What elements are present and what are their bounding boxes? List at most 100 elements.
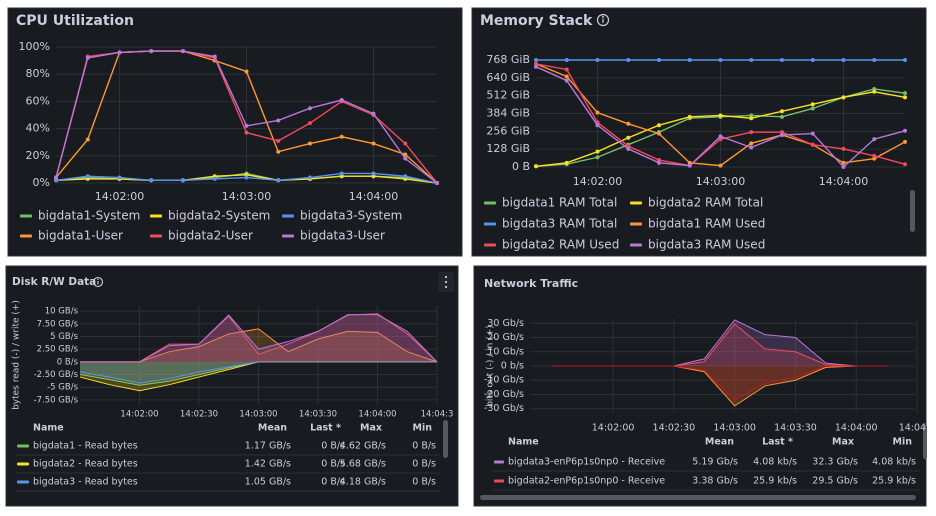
panel — [473, 265, 927, 507]
data-point — [308, 121, 312, 126]
legend-swatch — [494, 479, 504, 483]
legend-swatch — [630, 243, 642, 247]
table-header: Max — [360, 423, 382, 434]
legend-label: bigdata3 RAM Total — [502, 217, 617, 231]
data-point — [626, 58, 631, 62]
data-point — [595, 58, 600, 62]
info-icon[interactable] — [596, 13, 610, 27]
data-point — [244, 123, 249, 128]
table-cell: 25.9 kb/s — [753, 476, 797, 487]
y-tick-label: 40% — [26, 122, 50, 135]
data-point — [810, 58, 815, 62]
y-tick-label: 60% — [26, 94, 50, 107]
data-point — [780, 130, 784, 135]
data-point — [718, 58, 723, 62]
legend-label: bigdata2-User — [168, 229, 253, 243]
scrollbar[interactable] — [480, 495, 916, 500]
data-point — [872, 58, 877, 62]
legend-swatch — [484, 201, 496, 205]
data-point — [181, 178, 185, 183]
data-point — [276, 178, 281, 183]
data-point — [903, 91, 907, 96]
data-point — [657, 58, 661, 62]
scrollbar[interactable] — [923, 425, 927, 459]
data-point — [308, 106, 312, 111]
series-line — [80, 314, 438, 363]
chart-title: Network Traffic — [484, 277, 578, 290]
data-point — [872, 89, 877, 94]
legend-swatch — [17, 462, 29, 466]
y-tick-label: 100% — [19, 40, 50, 53]
legend-label: bigdata1-User — [38, 229, 123, 243]
data-point — [54, 175, 58, 180]
table-cell: 0 B/s — [321, 441, 345, 452]
scrollbar[interactable] — [910, 190, 915, 232]
table-cell: 4.08 kb/s — [753, 457, 797, 468]
y-tick-label: -2.50 GB/s — [34, 370, 79, 380]
data-point — [595, 155, 600, 160]
chart-title: Disk R/W Data — [12, 276, 96, 288]
table-header: Name — [508, 437, 539, 448]
legend-swatch — [484, 243, 496, 247]
data-point — [749, 113, 754, 118]
area-fill — [552, 366, 887, 406]
data-point — [534, 61, 538, 66]
data-point — [903, 162, 907, 167]
x-tick-label: 14:04:3 — [421, 410, 454, 420]
legend-swatch — [20, 214, 32, 218]
x-tick-label: 14:02:00 — [592, 423, 635, 434]
data-point — [403, 152, 408, 157]
table-header: Min — [893, 437, 913, 448]
chart: Memory Stack 0 B 128 GiB 256 GiB 384 GiB 512 … — [480, 13, 907, 252]
area-fill — [80, 361, 437, 386]
panel-menu[interactable] — [438, 272, 454, 292]
data-point — [276, 118, 281, 123]
area-fill — [552, 366, 887, 401]
legend-swatch — [282, 234, 294, 238]
y-tick-label: 0 B — [512, 160, 530, 173]
x-tick-label: 14:04:00 — [835, 423, 878, 434]
data-point — [780, 132, 784, 137]
x-tick-label: 14:04:00 — [349, 190, 398, 203]
area-fill — [80, 361, 437, 384]
data-point — [626, 135, 631, 140]
data-point — [903, 95, 907, 100]
data-point — [749, 58, 754, 62]
data-point — [749, 116, 754, 121]
data-point — [872, 153, 877, 158]
data-point — [308, 141, 312, 146]
data-point — [841, 160, 846, 165]
x-tick-label: 14:03:00 — [713, 423, 756, 434]
data-point — [810, 131, 815, 136]
table-header: Last * — [310, 423, 341, 434]
data-point — [85, 137, 90, 142]
data-point — [626, 144, 631, 149]
scrollbar[interactable] — [443, 420, 448, 458]
legend-swatch — [20, 234, 32, 238]
table-cell: 1.17 GB/s — [245, 441, 291, 452]
legend-label: bigdata2 RAM Used — [502, 238, 619, 252]
y-tick-label: 2.50 GB/s — [37, 345, 79, 355]
y-tick-label: 640 GiB — [486, 71, 530, 84]
table-cell: 29.5 Gb/s — [812, 476, 858, 487]
info-icon[interactable] — [92, 276, 104, 288]
y-tick-label: -7.50 GB/s — [34, 395, 79, 405]
y-tick-label: -5 GB/s — [47, 383, 78, 393]
chart: Disk R/W Data bytes read (-) / write (+) 1… — [12, 276, 454, 492]
data-point — [687, 163, 692, 168]
table-cell: 4.18 GB/s — [340, 477, 386, 488]
data-point — [371, 111, 376, 116]
data-point — [212, 54, 217, 59]
x-tick-label: 14:03:00 — [239, 410, 277, 420]
chart-title: CPU Utilization — [16, 13, 134, 29]
legend-label: bigdata3 RAM Used — [648, 238, 765, 252]
data-point — [749, 145, 754, 150]
legend-swatch — [282, 214, 294, 218]
legend-label: bigdata1 RAM Used — [648, 217, 765, 231]
data-point — [212, 176, 217, 181]
data-point — [872, 137, 877, 142]
data-point — [117, 175, 122, 180]
table-header: Last * — [762, 437, 793, 448]
data-point — [534, 164, 538, 169]
